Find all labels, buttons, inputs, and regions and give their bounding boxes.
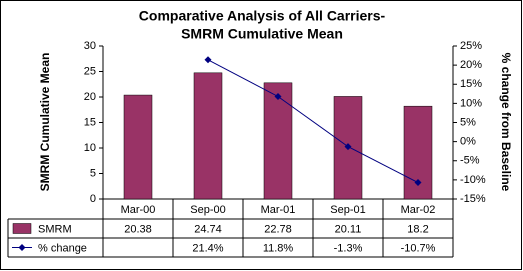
legend-marker [18, 244, 26, 251]
y2-tick-label: 10% [460, 97, 482, 109]
x-tick-label: Sep-00 [190, 204, 225, 216]
table-value: 18.2 [407, 223, 428, 235]
x-tick-label: Mar-00 [121, 204, 156, 216]
marker [344, 143, 352, 151]
marker [204, 56, 212, 64]
marker [414, 179, 422, 187]
table-value: 20.38 [124, 223, 152, 235]
bar [263, 82, 293, 200]
y2-tick-label: 0% [460, 136, 476, 148]
y-axis-title: SMRM Cumulative Mean [38, 53, 52, 192]
y2-tick-label: -15% [460, 193, 486, 205]
table-value: 11.8% [263, 242, 294, 254]
y-tick-label: 10 [84, 142, 96, 154]
legend-label: SMRM [38, 223, 72, 235]
table-value: -10.7% [401, 242, 436, 254]
table-value: 21.4% [192, 242, 223, 254]
y2-axis-title: % change from Baseline [499, 53, 513, 192]
x-tick-label: Mar-01 [261, 204, 296, 216]
y-tick-label: 15 [84, 116, 96, 128]
y2-tick-label: 15% [460, 78, 482, 90]
y-tick-label: 0 [90, 193, 96, 205]
legend-swatch [12, 223, 32, 234]
table-value: 20.11 [335, 223, 362, 235]
y-tick-label: 20 [84, 91, 96, 103]
y2-tick-label: 5% [460, 116, 476, 128]
table-value: -1.3% [334, 242, 363, 254]
bar [193, 72, 223, 200]
table-value: 22.78 [264, 223, 292, 235]
y2-tick-label: -10% [460, 174, 486, 186]
y-tick-label: 5 [90, 167, 96, 179]
x-tick-label: Sep-01 [330, 204, 365, 216]
y2-tick-label: -5% [460, 155, 480, 167]
chart-title: Comparative Analysis of All Carriers- [139, 8, 386, 24]
y-tick-label: 25 [84, 65, 96, 77]
y2-tick-label: 20% [460, 59, 482, 71]
x-tick-label: Mar-02 [401, 204, 436, 216]
line [207, 59, 419, 183]
marker [274, 92, 282, 100]
bar [123, 94, 153, 200]
chart-title: SMRM Cumulative Mean [181, 26, 343, 42]
y2-tick-label: 25% [460, 40, 482, 52]
table-value: 24.74 [194, 223, 222, 235]
legend-label: % change [38, 242, 87, 254]
y-tick-label: 30 [84, 40, 96, 52]
